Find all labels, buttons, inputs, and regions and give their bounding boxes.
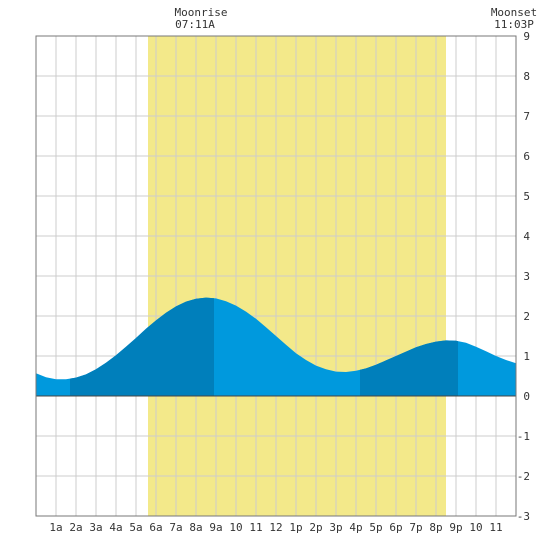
x-tick-labels: 1a 2a 3a 4a 5a 6a 7a 8a 9a 10 11 12 1p 2p 3p 4p 5p 6p 7p 8p… bbox=[49, 521, 502, 534]
y-tick-label: 2 bbox=[523, 310, 530, 323]
y-tick-label: 3 bbox=[523, 270, 530, 283]
y-tick-label: 0 bbox=[523, 390, 530, 403]
x-tick-label: 11 bbox=[249, 521, 262, 534]
x-tick-label: 1a bbox=[49, 521, 62, 534]
x-tick-label: 7p bbox=[409, 521, 422, 534]
x-tick-label: 3a bbox=[89, 521, 102, 534]
x-tick-label: 9a bbox=[209, 521, 222, 534]
x-tick-label: 4p bbox=[349, 521, 362, 534]
moonrise-title: Moonrise bbox=[175, 6, 228, 19]
moonset-time: 11:03P bbox=[494, 18, 534, 31]
y-tick-labels: 9 8 7 6 5 4 3 2 1 0 -1 -2 -3 bbox=[517, 30, 531, 523]
grid-layer bbox=[36, 36, 516, 516]
y-tick-label: -2 bbox=[517, 470, 530, 483]
x-tick-label: 10 bbox=[229, 521, 242, 534]
x-tick-label: 10 bbox=[469, 521, 482, 534]
x-tick-label: 3p bbox=[329, 521, 342, 534]
x-tick-label: 12 bbox=[269, 521, 282, 534]
moonrise-time: 07:11A bbox=[175, 18, 215, 31]
y-tick-label: 7 bbox=[523, 110, 530, 123]
y-tick-label: 5 bbox=[523, 190, 530, 203]
x-tick-label: 6p bbox=[389, 521, 402, 534]
x-tick-label: 8p bbox=[429, 521, 442, 534]
y-tick-label: 6 bbox=[523, 150, 530, 163]
x-tick-label: 5p bbox=[369, 521, 382, 534]
y-tick-label: 1 bbox=[523, 350, 530, 363]
x-tick-label: 9p bbox=[449, 521, 462, 534]
moonset-title: Moonset bbox=[491, 6, 537, 19]
y-tick-label: 4 bbox=[523, 230, 530, 243]
x-tick-label: 5a bbox=[129, 521, 142, 534]
x-tick-label: 7a bbox=[169, 521, 182, 534]
y-tick-label: 9 bbox=[523, 30, 530, 43]
y-tick-label: 8 bbox=[523, 70, 530, 83]
x-tick-label: 1p bbox=[289, 521, 302, 534]
x-tick-label: 4a bbox=[109, 521, 122, 534]
x-tick-label: 8a bbox=[189, 521, 202, 534]
y-tick-label: -1 bbox=[517, 430, 530, 443]
x-tick-label: 2p bbox=[309, 521, 322, 534]
x-tick-label: 2a bbox=[69, 521, 82, 534]
plot-border bbox=[35, 35, 517, 517]
x-tick-label: 11 bbox=[489, 521, 502, 534]
y-tick-label: -3 bbox=[517, 510, 530, 523]
x-tick-label: 6a bbox=[149, 521, 162, 534]
